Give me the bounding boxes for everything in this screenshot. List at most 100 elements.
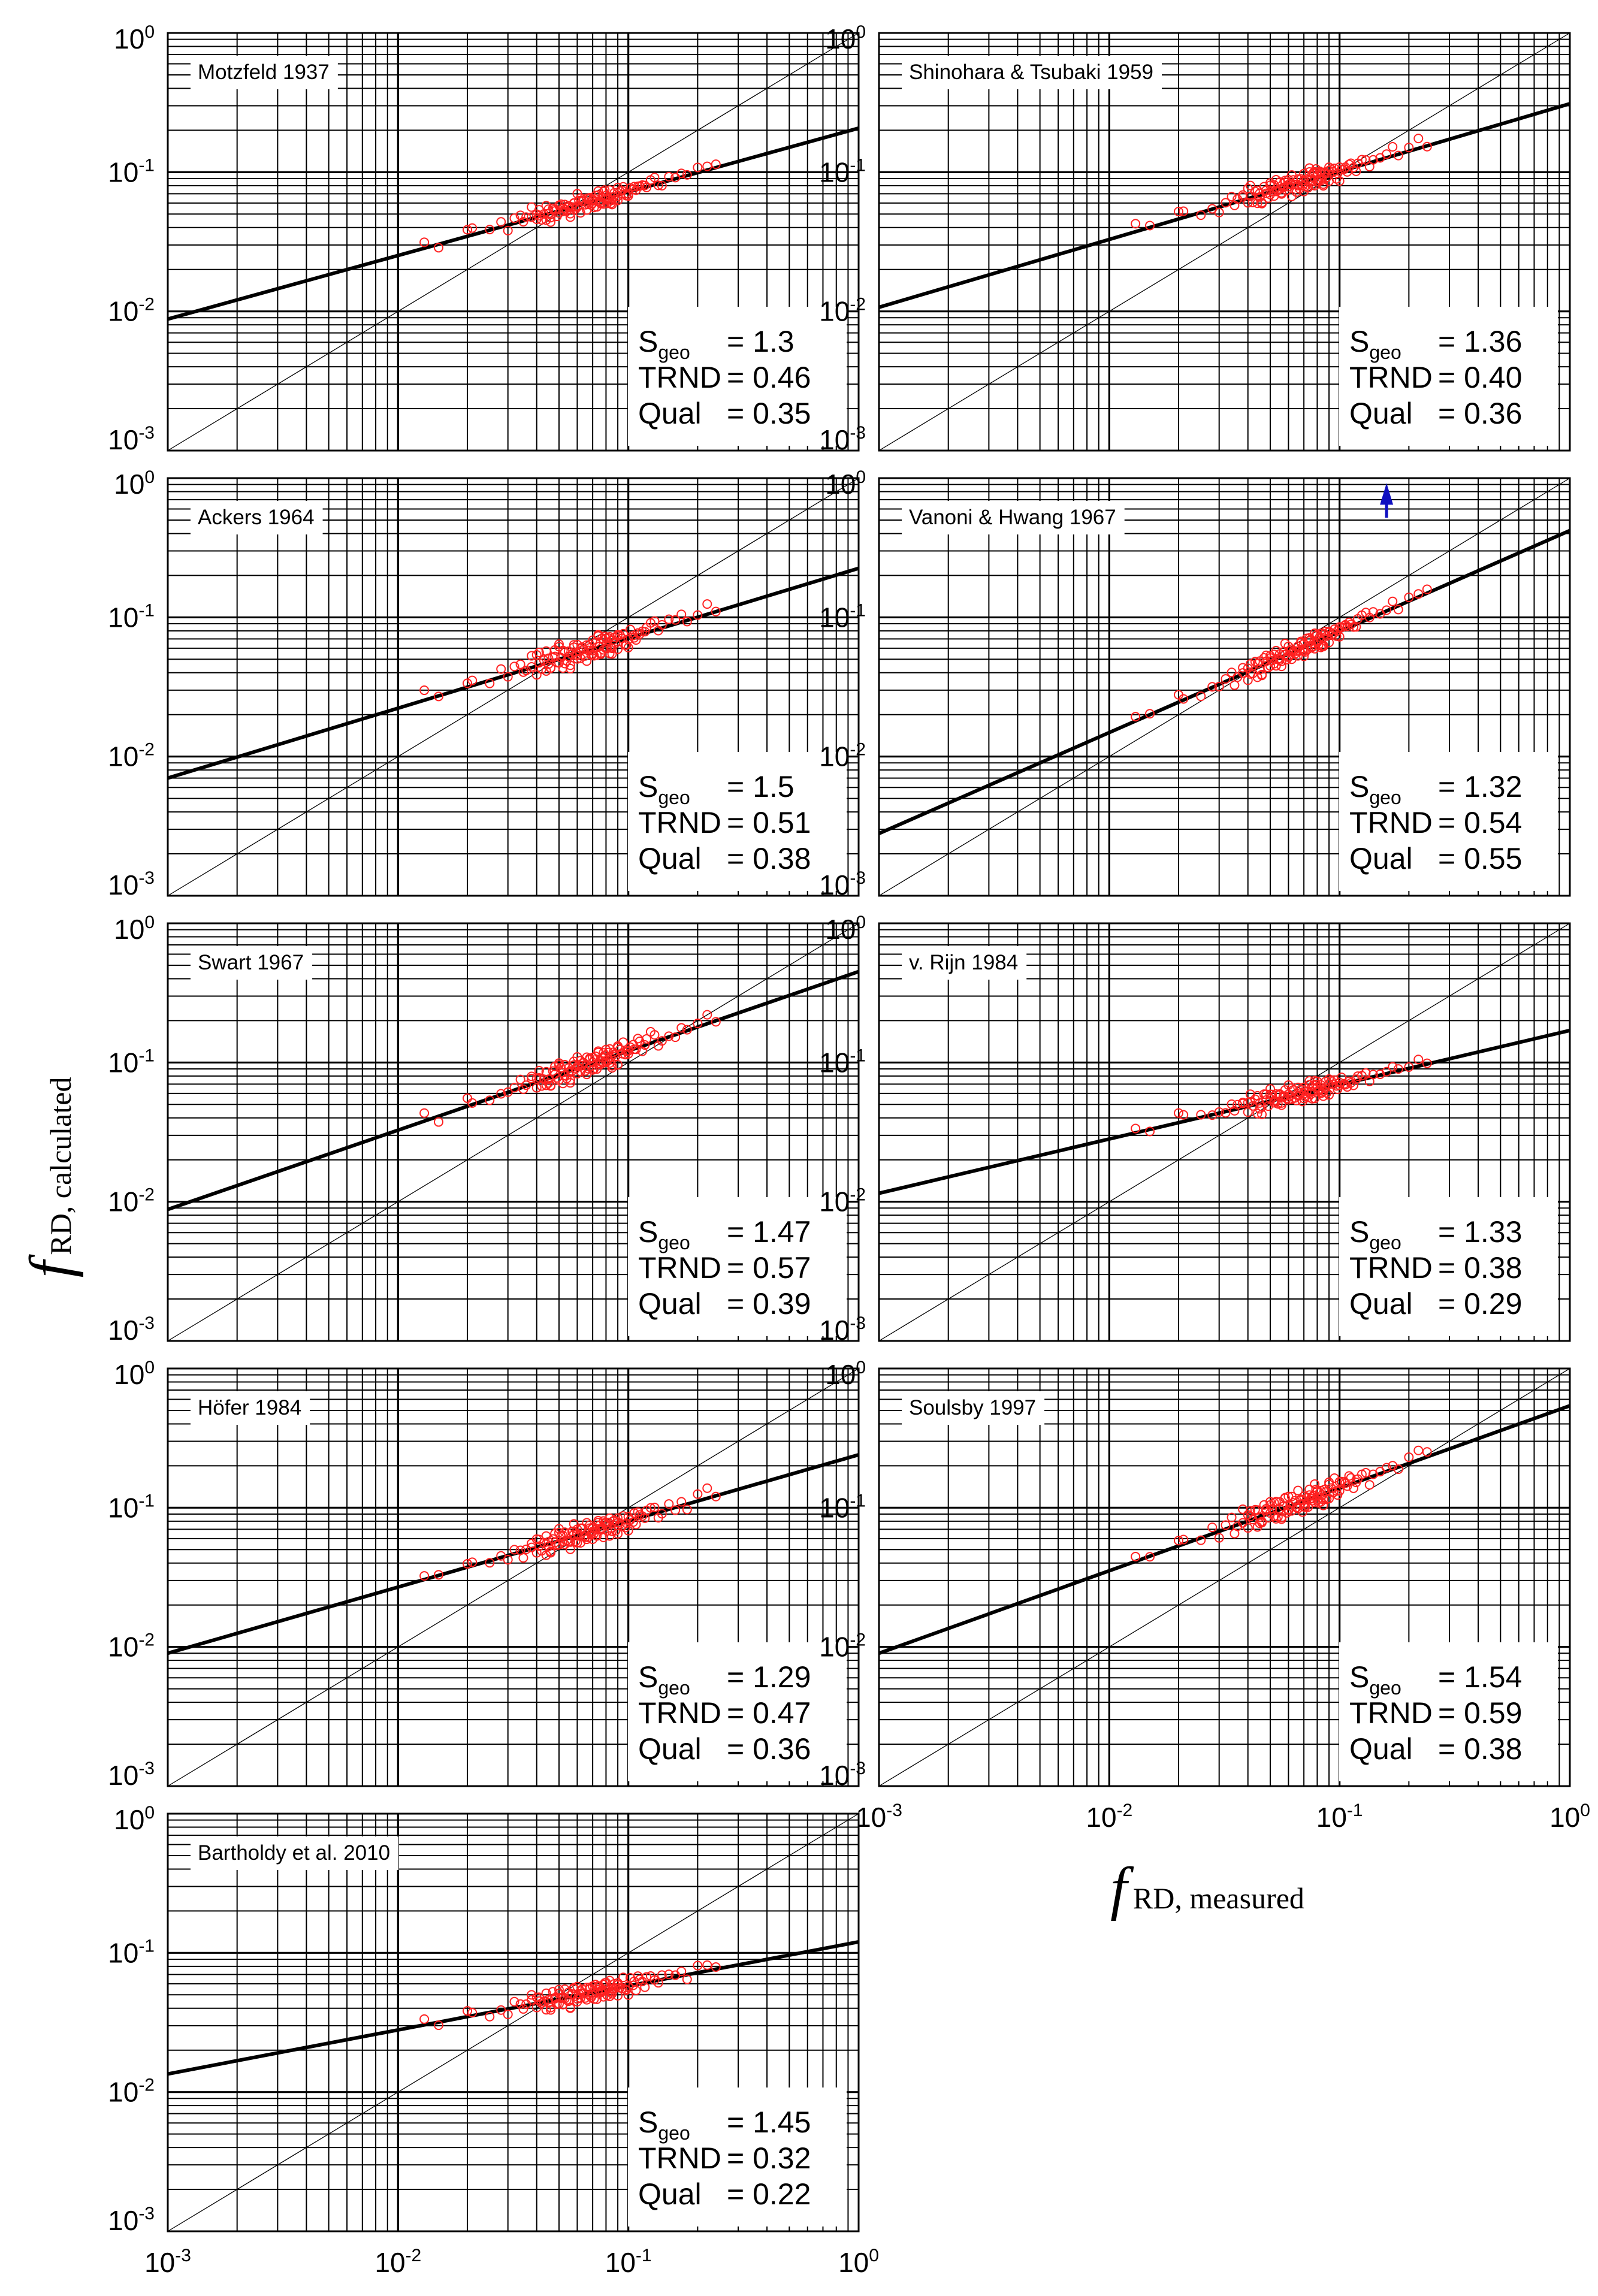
data-point: [558, 1068, 568, 1078]
data-point: [1233, 1099, 1243, 1110]
stats-box: [628, 1642, 847, 1781]
data-point: [657, 180, 667, 191]
data-point: [693, 1489, 703, 1499]
data-point: [1301, 1493, 1312, 1503]
tick-base: 10: [819, 1047, 850, 1078]
data-point: [593, 190, 603, 200]
data-points: [419, 1483, 721, 1581]
stat-sgeo: Sgeo = 1.5: [638, 770, 795, 808]
data-point: [1214, 1107, 1224, 1117]
data-point: [503, 225, 513, 235]
data-point: [1214, 207, 1224, 217]
stat-trnd: TRND = 0.32: [638, 2141, 811, 2175]
data-point: [1227, 667, 1237, 678]
one-to-one-line: [167, 1813, 859, 2232]
data-point: [1361, 1068, 1371, 1078]
data-point: [546, 1080, 556, 1090]
tick-exponent: -3: [138, 2204, 155, 2224]
stat-qual-label: Qual: [638, 842, 702, 875]
data-point: [657, 1970, 667, 1980]
data-points: [419, 599, 721, 702]
tick-exponent: -2: [138, 740, 155, 760]
data-point: [546, 663, 556, 673]
data-point: [582, 1995, 592, 2005]
data-point: [1261, 1504, 1271, 1514]
grid: [879, 33, 1570, 451]
data-point: [1280, 638, 1290, 648]
data-point: [670, 1032, 681, 1043]
data-point: [1179, 206, 1189, 216]
tick-exponent: -2: [138, 295, 155, 315]
stat-qual-value: = 0.35: [727, 397, 811, 430]
data-point: [569, 640, 579, 650]
y-tick-label: 10-2: [108, 1185, 155, 1218]
stat-qual-label: Qual: [1349, 1287, 1413, 1321]
data-point: [1245, 180, 1255, 191]
stat-qual-label: Qual: [638, 1287, 702, 1321]
data-point: [1382, 1067, 1392, 1077]
tick-base: 10: [108, 1492, 138, 1523]
tick-base: 10: [819, 602, 850, 633]
data-point: [1375, 1069, 1385, 1079]
tick-base: 10: [825, 1359, 856, 1390]
data-point: [1307, 1093, 1317, 1104]
y-axis-label: fRD, calculated: [17, 1077, 84, 1278]
stat-trnd-value: = 0.46: [727, 361, 811, 394]
data-point: [527, 1071, 537, 1081]
data-point: [1413, 1055, 1424, 1065]
data-point: [603, 1518, 614, 1528]
data-point: [463, 1558, 473, 1569]
stat-qual-value: = 0.38: [727, 842, 811, 875]
data-point: [509, 1996, 519, 2007]
data-point: [582, 205, 592, 215]
one-to-one-line: [167, 32, 859, 451]
data-point: [702, 1960, 712, 1970]
x-tick-label: 100: [1549, 1800, 1590, 1833]
stat-sgeo-label: S: [1349, 770, 1369, 803]
tick-base: 10: [819, 1186, 850, 1218]
data-point: [485, 678, 495, 688]
data-point: [628, 1517, 638, 1527]
data-point: [599, 186, 609, 197]
data-point: [640, 627, 650, 637]
data-point: [485, 225, 495, 235]
stat-sgeo-subscript: geo: [1369, 342, 1401, 363]
data-point: [467, 1557, 478, 1567]
data-point: [496, 1089, 506, 1099]
stat-sgeo-subscript: geo: [658, 1232, 690, 1253]
data-point: [585, 1982, 595, 1992]
stat-trnd: TRND = 0.59: [1349, 1696, 1522, 1730]
tick-base: 10: [108, 602, 138, 633]
data-point: [613, 644, 623, 654]
stat-qual-value: = 0.22: [727, 2177, 811, 2211]
data-point: [1382, 149, 1392, 159]
data-point: [623, 642, 633, 652]
data-point: [419, 2014, 430, 2024]
data-point: [1271, 1513, 1281, 1524]
data-point: [611, 1051, 621, 1061]
data-point: [1382, 1463, 1392, 1473]
stat-sgeo-label: S: [1349, 325, 1369, 358]
data-point: [558, 203, 568, 213]
data-point: [485, 2011, 495, 2022]
stat-sgeo: Sgeo = 1.32: [1349, 770, 1522, 808]
x-tick-labels: 10-3 10-2 10-1 100: [144, 2246, 879, 2278]
data-point: [1255, 1104, 1265, 1114]
data-point: [1179, 1534, 1189, 1545]
data-point: [572, 1528, 582, 1539]
data-point: [582, 1534, 592, 1545]
data-point: [682, 170, 692, 180]
data-point: [629, 1508, 639, 1518]
data-point: [1131, 1123, 1141, 1134]
data-point: [602, 198, 612, 209]
data-point: [1324, 1479, 1334, 1490]
fit-line: [167, 1939, 859, 2076]
data-point: [565, 660, 575, 670]
stat-sgeo-label: S: [638, 770, 658, 803]
tick-exponent: -1: [1347, 1800, 1363, 1820]
data-point: [1334, 162, 1345, 172]
tick-exponent: 0: [144, 1358, 155, 1377]
stat-sgeo-label: S: [638, 1660, 658, 1694]
